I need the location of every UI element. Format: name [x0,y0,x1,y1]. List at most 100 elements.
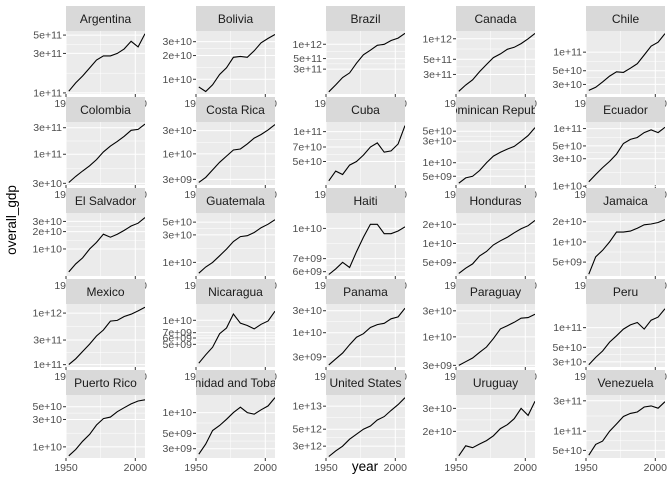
facet-venezuela: Venezuela 1950 2000 5e+10 1e+11 3e+11 [553,370,667,474]
y-tick-label: 6e+09 [293,266,323,278]
facet-panel-background [196,31,275,94]
y-tick-label: 5e+09 [423,257,453,269]
y-tick-label: 3e+11 [553,395,582,407]
facet-strip [196,279,275,304]
x-tick-label: 2000 [124,462,148,474]
x-tick-label: 1950 [184,462,208,474]
series-line [458,32,535,92]
y-tick-label: 3e+10 [423,305,453,317]
y-tick-label: 5e+10 [553,65,583,77]
facet-dominican-republic: Dominican Republic195020005e+091e+103e+1… [423,97,537,201]
series-line [588,308,665,366]
x-axis-title: year [352,459,379,474]
y-tick-label: 1e+11 [553,123,582,135]
y-tick-label: 1e+11 [553,322,582,334]
facet-strip-label: Paraguay [470,285,521,299]
facet-strip-label: Jamaica [603,194,648,208]
facet-strip-label: El Salvador [75,194,136,208]
facet-strip [66,6,145,31]
series-line [328,307,405,366]
y-tick-label: 3e+12 [293,441,323,453]
y-tick-label: 3e+10 [33,216,63,228]
y-tick-label: 3e+09 [293,351,323,363]
facet-panel-background [66,213,145,276]
y-tick-label: 2e+10 [423,426,453,438]
facet-strip [586,188,665,213]
y-tick-label: 1e+11 [553,47,582,59]
y-tick-label: 1e+10 [163,315,193,327]
facet-strip [586,370,665,395]
facet-strip [456,279,535,304]
y-tick-label: 5e+11 [33,30,62,42]
y-tick-label: 3e+10 [423,136,453,148]
facet-panel-background [456,122,535,185]
y-tick-label: 1e+10 [553,181,583,193]
series-line [68,399,145,457]
y-tick-label: 3e+10 [33,414,63,426]
facet-panel-background [196,213,275,276]
facet-strip-label: Brazil [350,12,380,26]
facet-strip-label: Peru [613,285,638,299]
y-tick-label: 5e+10 [33,401,63,413]
series-line [458,219,535,274]
y-tick-label: 3e+10 [553,153,583,165]
series-line [588,219,665,275]
y-tick-label: 3e+10 [163,125,193,137]
y-tick-label: 1e+10 [163,257,193,269]
facet-panel-background [586,122,665,185]
y-tick-label: 1e+12 [33,308,63,320]
facet-panel-background [326,395,405,458]
y-tick-label: 7e+09 [163,327,193,339]
y-tick-label: 1e+12 [423,33,453,45]
series-line [198,124,275,183]
series-line [68,33,145,92]
facet-strip-label: Ecuador [603,103,648,117]
y-tick-label: 3e+09 [163,443,193,455]
y-tick-label: 1e+10 [293,327,323,339]
facet-strip [66,188,145,213]
facet-strip-label: Venezuela [597,376,653,390]
y-tick-label: 5e+09 [163,339,193,351]
facet-strip-label: Panama [343,285,388,299]
y-tick-label: 2e+10 [163,50,193,62]
facet-strip [66,279,145,304]
y-tick-label: 3e+10 [163,229,193,241]
series-line [198,310,275,364]
facet-strip-label: Bolivia [218,12,254,26]
facet-strip-label: Haiti [353,194,377,208]
y-tick-label: 3e+10 [553,79,583,91]
facet-panel-background [66,395,145,458]
y-tick-label: 3e+11 [293,64,322,76]
facet-strip-label: Chile [612,12,640,26]
facet-panel-background [456,395,535,458]
y-tick-label: 1e+10 [553,236,583,248]
series-line [328,125,405,182]
x-tick-label: 1950 [574,462,598,474]
y-tick-label: 5e+10 [553,445,583,457]
y-tick-label: 1e+10 [423,331,453,343]
series-line [458,401,535,457]
y-tick-label: 5e+10 [553,140,583,152]
facet-strip-label: Mexico [86,285,124,299]
y-tick-label: 3e+10 [33,178,63,190]
facet-strip-label: Nicaragua [208,285,263,299]
y-tick-label: 1e+11 [553,426,582,438]
y-tick-label: 3e+09 [163,174,193,186]
y-tick-label: 3e+10 [553,356,583,368]
y-tick-label: 5e+09 [423,171,453,183]
series-line [328,223,405,275]
y-tick-label: 3e+09 [423,360,453,372]
series-line [458,127,535,184]
series-line [328,32,405,93]
x-tick-label: 1950 [314,462,338,474]
facet-strip [586,279,665,304]
